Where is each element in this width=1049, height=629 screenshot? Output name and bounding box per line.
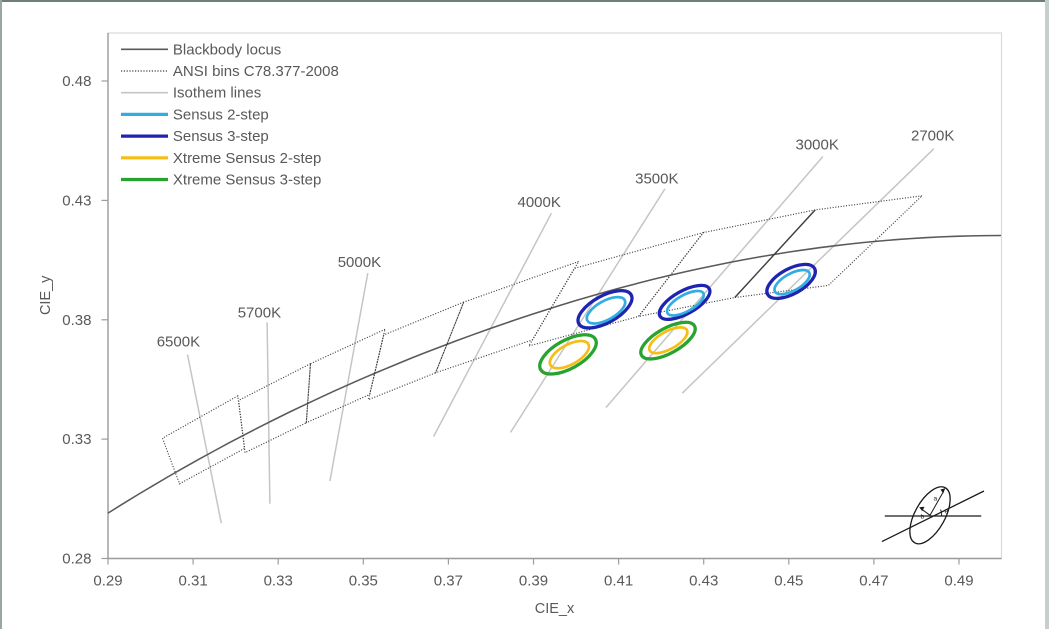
svg-text:0.39: 0.39: [519, 573, 548, 590]
svg-text:4000K: 4000K: [518, 194, 561, 211]
svg-text:Isothem lines: Isothem lines: [173, 85, 261, 102]
svg-text:0.41: 0.41: [604, 573, 633, 590]
svg-text:Xtreme Sensus 2-step: Xtreme Sensus 2-step: [173, 150, 321, 167]
svg-text:CIE_x: CIE_x: [535, 601, 575, 617]
svg-text:0.43: 0.43: [689, 573, 718, 590]
svg-text:0.47: 0.47: [859, 573, 888, 590]
svg-text:0.33: 0.33: [62, 431, 91, 448]
svg-text:0.49: 0.49: [944, 573, 973, 590]
svg-text:0.45: 0.45: [774, 573, 803, 590]
svg-text:5700K: 5700K: [238, 305, 281, 322]
svg-text:3000K: 3000K: [796, 136, 839, 153]
svg-text:0.28: 0.28: [62, 551, 91, 568]
svg-text:b: b: [921, 514, 925, 521]
svg-text:6500K: 6500K: [157, 333, 200, 350]
svg-text:ANSI bins C78.377-2008: ANSI bins C78.377-2008: [173, 63, 339, 80]
svg-text:5000K: 5000K: [338, 254, 381, 271]
svg-text:0.48: 0.48: [62, 73, 91, 90]
svg-text:0.29: 0.29: [93, 573, 122, 590]
svg-text:0.33: 0.33: [264, 573, 293, 590]
svg-text:0.35: 0.35: [349, 573, 378, 590]
svg-text:Xtreme Sensus 3-step: Xtreme Sensus 3-step: [173, 172, 321, 189]
svg-text:0.31: 0.31: [178, 573, 207, 590]
svg-text:0.38: 0.38: [62, 312, 91, 329]
svg-text:2700K: 2700K: [911, 127, 954, 144]
svg-text:a: a: [934, 496, 938, 503]
svg-text:CIE_y: CIE_y: [38, 275, 54, 315]
svg-text:0.37: 0.37: [434, 573, 463, 590]
svg-text:0.43: 0.43: [62, 192, 91, 209]
svg-text:Sensus 3-step: Sensus 3-step: [173, 128, 269, 145]
svg-text:θ: θ: [945, 509, 949, 516]
svg-text:3500K: 3500K: [635, 170, 678, 187]
svg-text:Sensus 2-step: Sensus 2-step: [173, 106, 269, 123]
svg-text:Blackbody locus: Blackbody locus: [173, 41, 281, 58]
